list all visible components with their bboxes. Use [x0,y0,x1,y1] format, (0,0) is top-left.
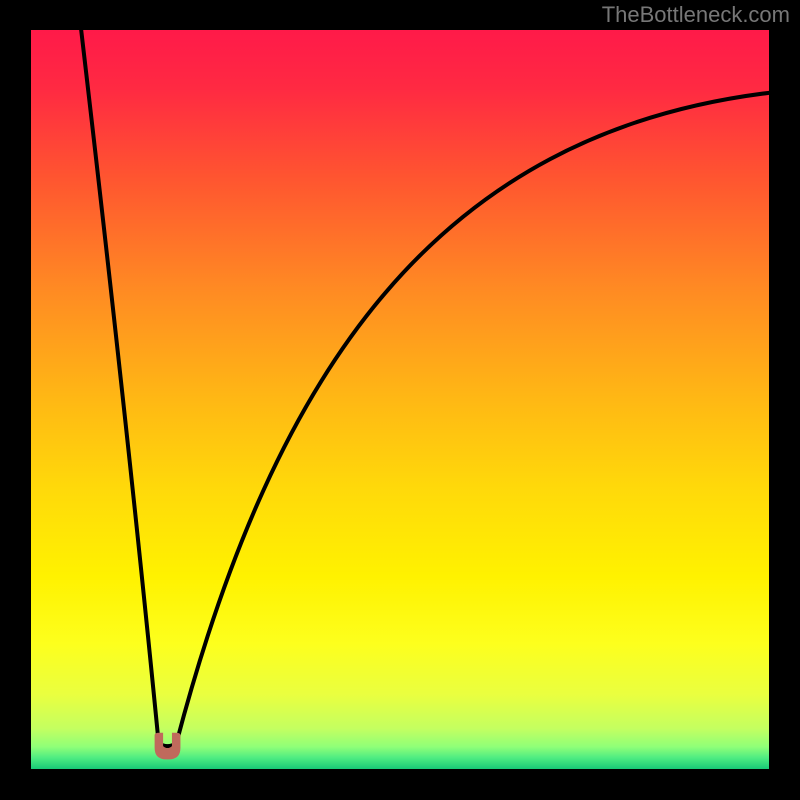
watermark-text: TheBottleneck.com [602,2,790,28]
gradient-background [31,30,769,769]
bottleneck-plot [31,30,769,769]
